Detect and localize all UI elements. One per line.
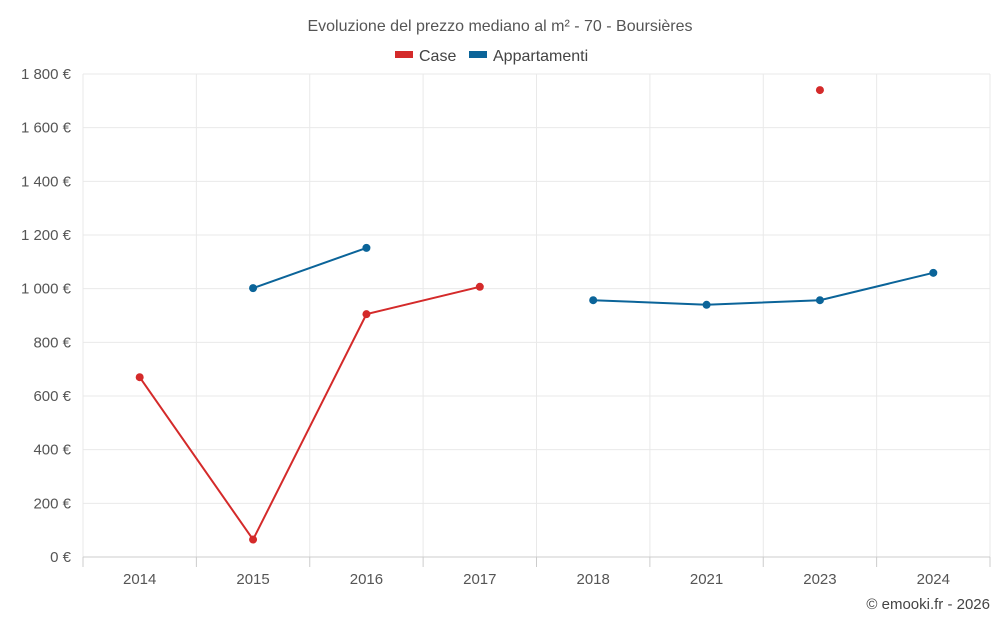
y-tick-label: 1 000 € <box>21 281 72 298</box>
y-tick-label: 800 € <box>33 334 71 351</box>
y-tick-label: 600 € <box>33 388 71 405</box>
x-tick-label: 2024 <box>917 571 950 588</box>
legend-swatch-appartamenti <box>469 51 487 58</box>
y-tick-label: 400 € <box>33 442 71 459</box>
data-point-appartamenti-2016[interactable] <box>362 243 371 252</box>
x-axis: 2014 2015 2016 2017 2018 2021 2023 2024 <box>82 556 991 588</box>
series <box>135 86 938 544</box>
credit-text: © emooki.fr - 2026 <box>866 596 990 613</box>
y-tick-label: 1 400 € <box>21 173 72 190</box>
x-tick-label: 2015 <box>236 571 269 588</box>
data-point-appartamenti-2021[interactable] <box>702 300 711 309</box>
y-tick-label: 1 800 € <box>21 66 72 83</box>
y-axis: 0 € 200 € 400 € 600 € 800 € 1 000 € 1 200 € 1 4… <box>21 66 72 566</box>
series-line-appartamenti <box>593 271 934 306</box>
series-line-case <box>138 285 481 542</box>
data-point-case-2017[interactable] <box>475 282 484 291</box>
y-tick-label: 0 € <box>50 549 72 566</box>
legend-item-case[interactable]: Case <box>395 48 456 65</box>
x-tick-label: 2021 <box>690 571 723 588</box>
x-tick-label: 2018 <box>577 571 610 588</box>
x-tick-label: 2016 <box>350 571 383 588</box>
data-point-case-2016[interactable] <box>362 310 371 319</box>
data-point-case-2014[interactable] <box>135 373 144 382</box>
data-point-case-2015[interactable] <box>249 535 258 544</box>
data-point-appartamenti-2015[interactable] <box>249 284 258 293</box>
y-tick-label: 1 200 € <box>21 227 72 244</box>
data-point-appartamenti-2018[interactable] <box>589 296 598 305</box>
x-tick-label: 2023 <box>803 571 836 588</box>
y-tick-label: 1 600 € <box>21 120 72 137</box>
legend: Case Appartamenti <box>395 48 588 65</box>
y-tick-label: 200 € <box>33 495 71 512</box>
chart-title: Evoluzione del prezzo mediano al m² - 70… <box>307 18 692 35</box>
x-tick-label: 2014 <box>123 571 156 588</box>
legend-swatch-case <box>395 51 413 58</box>
legend-item-appartamenti[interactable]: Appartamenti <box>469 48 588 65</box>
data-point-appartamenti-2023[interactable] <box>815 296 824 305</box>
legend-label-appartamenti: Appartamenti <box>493 48 588 65</box>
legend-label-case: Case <box>419 48 456 65</box>
x-tick-label: 2017 <box>463 571 496 588</box>
data-point-appartamenti-2024[interactable] <box>929 268 938 277</box>
series-line-appartamenti <box>252 246 367 290</box>
data-point-case-2023[interactable] <box>815 86 824 95</box>
grid <box>82 73 991 557</box>
